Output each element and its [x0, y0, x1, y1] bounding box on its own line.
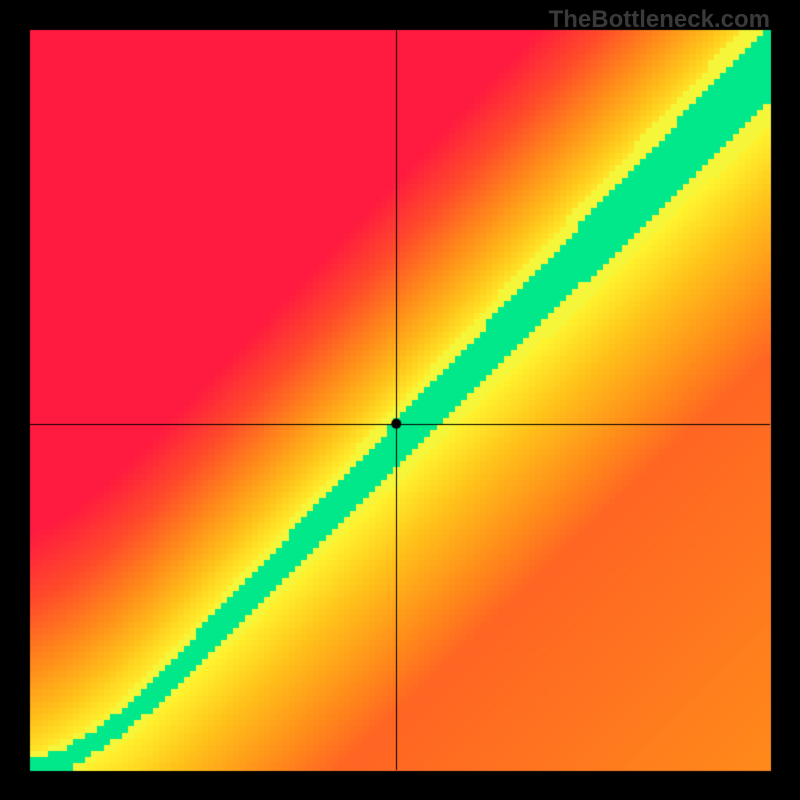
chart-container: TheBottleneck.com	[0, 0, 800, 800]
watermark-text: TheBottleneck.com	[549, 6, 770, 34]
heatmap-canvas	[0, 0, 800, 800]
